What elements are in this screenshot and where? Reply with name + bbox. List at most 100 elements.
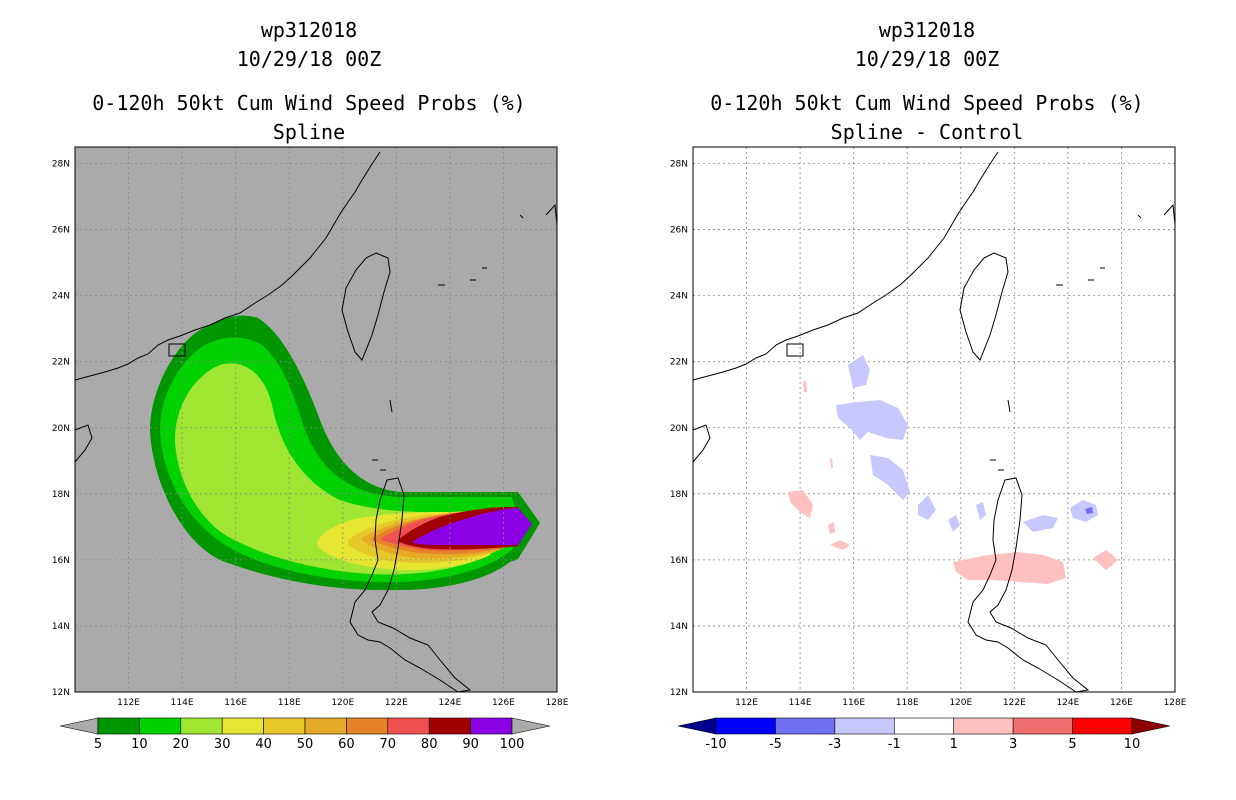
colorbar-label: 10 xyxy=(131,737,148,752)
y-tick-label: 24N xyxy=(670,292,688,302)
y-tick-label: 24N xyxy=(52,292,70,302)
x-tick-label: 116E xyxy=(842,698,865,708)
colorbar-label: 30 xyxy=(214,737,231,752)
colorbar-swatch xyxy=(893,717,955,735)
x-tick-label: 114E xyxy=(171,698,194,708)
diff-blue-blob xyxy=(976,502,986,520)
left-titles: wp312018 10/29/18 00Z 0-120h 50kt Cum Wi… xyxy=(0,16,618,147)
y-tick-label: 26N xyxy=(52,226,70,236)
colorbar-swatch xyxy=(953,717,1014,735)
colorbar-label: -5 xyxy=(769,737,782,752)
colorbar-label: 60 xyxy=(338,737,355,752)
x-tick-label: 118E xyxy=(278,698,301,708)
panel-subtitle: Spline xyxy=(272,120,346,144)
colorbar-label: 70 xyxy=(380,737,397,752)
colorbar-high-triangle xyxy=(511,717,551,735)
diff-blue-blob xyxy=(870,455,910,500)
colorbar-low-triangle xyxy=(59,717,99,735)
y-tick-label: 20N xyxy=(52,424,70,434)
left-panel: wp312018 10/29/18 00Z 0-120h 50kt Cum Wi… xyxy=(0,16,618,752)
small-islands xyxy=(990,203,1176,471)
colorbar-swatch xyxy=(97,717,140,735)
x-tick-label: 128E xyxy=(1164,698,1187,708)
diff-red-blob xyxy=(830,540,850,550)
right-titles: wp312018 10/29/18 00Z 0-120h 50kt Cum Wi… xyxy=(618,16,1236,147)
colorbar-swatch xyxy=(1072,717,1133,735)
colorbar-label: 40 xyxy=(255,737,272,752)
diff-blue-blob xyxy=(848,355,870,388)
colorbar-label: 80 xyxy=(421,737,438,752)
colorbar-label: -3 xyxy=(828,737,841,752)
colorbar-swatch xyxy=(470,717,513,735)
small-islands xyxy=(372,203,558,471)
diff-blue-blob xyxy=(836,400,908,440)
north-island xyxy=(692,424,711,463)
colorbar-label: 50 xyxy=(297,737,314,752)
diff-red-blob xyxy=(828,522,835,534)
y-tick-label: 12N xyxy=(670,688,688,698)
left-map: 112E 114E 116E 118E 120E 122E 124E 126E 128E 12N 1… xyxy=(52,146,569,752)
colorbar-swatch xyxy=(180,717,223,735)
y-tick-label: 12N xyxy=(52,688,70,698)
right-colorbar: -10 -5 -3 -1 1 3 5 10 xyxy=(677,717,1171,752)
colorbar-label: 90 xyxy=(462,737,479,752)
colorbar-high-triangle xyxy=(1131,717,1171,735)
x-tick-label: 126E xyxy=(492,698,515,708)
colorbar-low-triangle xyxy=(677,717,717,735)
map-frame xyxy=(692,146,1176,693)
y-tick-label: 16N xyxy=(52,556,70,566)
x-tick-label: 124E xyxy=(1056,698,1079,708)
diff-red-blob xyxy=(803,380,807,392)
colorbar-label: 3 xyxy=(1009,737,1017,752)
colorbar-swatch xyxy=(387,717,430,735)
y-tick-label: 20N xyxy=(670,424,688,434)
right-map: 112E 114E 116E 118E 120E 122E 124E 126E 128E 12N 1… xyxy=(670,146,1187,752)
diff-blue-blob xyxy=(918,495,936,520)
storm-id: wp312018 xyxy=(878,18,976,42)
map-frame xyxy=(74,146,558,693)
axis-ticks: 112E 114E 116E 118E 120E 122E 124E 126E 128E 12N 1… xyxy=(670,160,1187,708)
product-title: 0-120h 50kt Cum Wind Speed Probs (%) xyxy=(710,91,1144,115)
x-tick-label: 116E xyxy=(224,698,247,708)
y-tick-label: 22N xyxy=(52,358,70,368)
diff-red-blob xyxy=(1093,550,1118,570)
colorbar-swatch xyxy=(139,717,182,735)
y-tick-label: 18N xyxy=(670,490,688,500)
colorbar-swatch xyxy=(775,717,836,735)
left-colorbar: 5 10 20 30 40 50 60 70 80 90 100 xyxy=(59,717,551,752)
diff-red-blob xyxy=(788,490,813,518)
taiwan-coast xyxy=(341,252,391,361)
colorbar-swatch xyxy=(221,717,264,735)
hainan-box xyxy=(786,343,804,357)
colorbar-swatch xyxy=(346,717,389,735)
x-tick-label: 112E xyxy=(117,698,140,708)
colorbar-label: 10 xyxy=(1124,737,1141,752)
colorbar-label: -10 xyxy=(705,737,726,752)
y-tick-label: 14N xyxy=(52,622,70,632)
map-gridlines xyxy=(693,147,1175,692)
colorbar-swatch xyxy=(834,717,895,735)
x-tick-label: 112E xyxy=(735,698,758,708)
y-tick-label: 22N xyxy=(670,358,688,368)
x-tick-label: 122E xyxy=(385,698,408,708)
colorbar-swatch xyxy=(263,717,306,735)
china-coast xyxy=(74,151,381,381)
diff-blue-blob xyxy=(948,515,960,532)
diff-red-blob xyxy=(830,458,833,468)
probability-swath xyxy=(150,315,540,591)
colorbar-label: 5 xyxy=(94,737,102,752)
y-tick-label: 26N xyxy=(670,226,688,236)
diff-blue-blob xyxy=(1023,515,1058,532)
colorbar-label: 1 xyxy=(950,737,958,752)
axis-ticks: 112E 114E 116E 118E 120E 122E 124E 126E 128E 12N 1… xyxy=(52,160,569,708)
y-tick-label: 28N xyxy=(52,160,70,170)
diff-red-blob xyxy=(953,552,1066,584)
colorbar-label: 20 xyxy=(173,737,190,752)
diff-blue-blob xyxy=(1070,500,1098,522)
init-time: 10/29/18 00Z xyxy=(854,47,1000,71)
china-coast xyxy=(692,151,999,381)
y-tick-label: 14N xyxy=(670,622,688,632)
product-title: 0-120h 50kt Cum Wind Speed Probs (%) xyxy=(92,91,526,115)
x-tick-label: 124E xyxy=(438,698,461,708)
hainan-box xyxy=(168,343,186,357)
